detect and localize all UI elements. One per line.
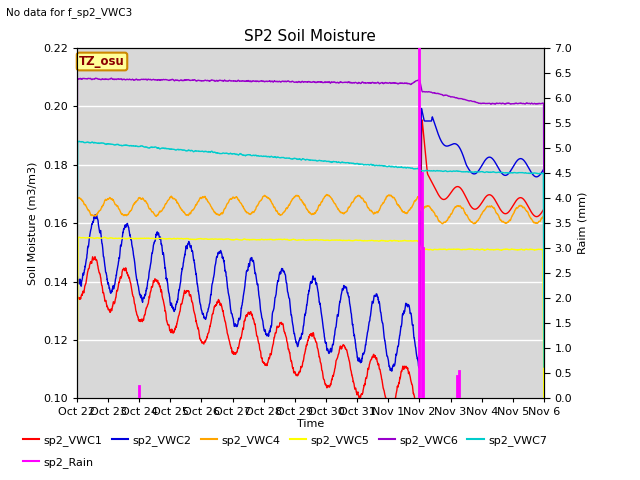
Text: TZ_osu: TZ_osu	[79, 55, 125, 68]
Y-axis label: Soil Moisture (m3/m3): Soil Moisture (m3/m3)	[28, 161, 37, 285]
Y-axis label: Raim (mm): Raim (mm)	[578, 192, 588, 254]
Title: SP2 Soil Moisture: SP2 Soil Moisture	[244, 29, 376, 44]
Legend: sp2_Rain: sp2_Rain	[19, 452, 99, 472]
X-axis label: Time: Time	[297, 419, 324, 429]
Text: No data for f_sp2_VWC3: No data for f_sp2_VWC3	[6, 7, 132, 18]
Legend: sp2_VWC1, sp2_VWC2, sp2_VWC4, sp2_VWC5, sp2_VWC6, sp2_VWC7: sp2_VWC1, sp2_VWC2, sp2_VWC4, sp2_VWC5, …	[19, 431, 552, 450]
